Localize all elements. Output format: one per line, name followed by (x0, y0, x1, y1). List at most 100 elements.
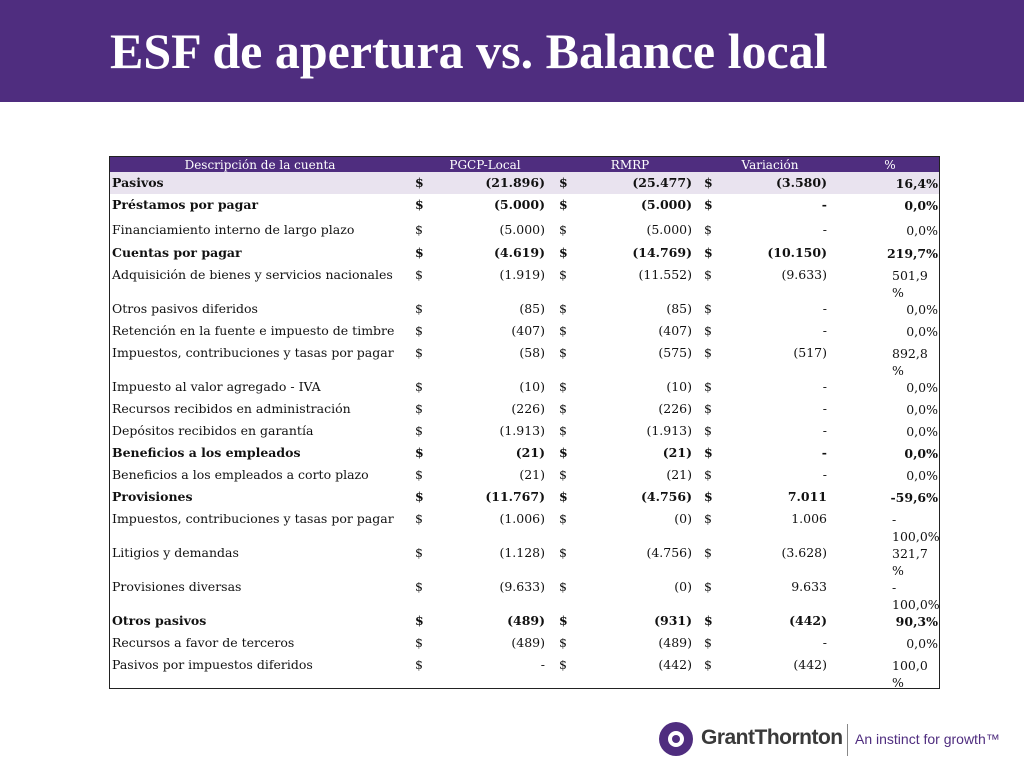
table-row: Recursos a favor de terceros $ (489) $ (489)… (110, 632, 939, 654)
variation-percent: 0,0% (906, 468, 938, 483)
variation-currency: $ (704, 323, 712, 338)
table-row: Beneficios a los empleados $ (21) $ (21) $ - 0,… (110, 442, 939, 464)
table-header: Descripción de la cuenta PGCP-Local RMRP… (110, 157, 939, 172)
rmrp-value: (931) (654, 613, 692, 628)
table-row: Préstamos por pagar $ (5.000) $ (5.000) $ - 0,0… (110, 194, 939, 219)
rmrp-value: (5.000) (641, 197, 692, 212)
variation-percent: 0,0% (906, 402, 938, 417)
variation-percent: 0,0% (906, 302, 938, 317)
table-row: Pasivos por impuestos diferidos $ - $ (442) $… (110, 654, 939, 690)
variation-currency: $ (704, 657, 712, 672)
pgcp-currency: $ (415, 467, 423, 482)
variation-value: (3.580) (776, 175, 827, 190)
pgcp-currency: $ (415, 379, 423, 394)
rmrp-currency: $ (559, 545, 567, 560)
header-rmrp: RMRP (610, 158, 650, 172)
pgcp-currency: $ (415, 401, 423, 416)
variation-currency: $ (704, 222, 712, 237)
pgcp-currency: $ (415, 489, 424, 504)
pgcp-currency: $ (415, 345, 423, 360)
pgcp-currency: $ (415, 635, 423, 650)
pgcp-currency: $ (415, 301, 423, 316)
rmrp-value: (407) (658, 323, 692, 338)
table-row: Otros pasivos $ (489) $ (931) $ (442) 90,3% (110, 610, 939, 632)
variation-currency: $ (704, 445, 713, 460)
row-description: Otros pasivos (112, 613, 207, 628)
variation-value: (9.633) (781, 267, 827, 282)
rmrp-currency: $ (559, 301, 567, 316)
pgcp-currency: $ (415, 175, 424, 190)
pgcp-currency: $ (415, 545, 423, 560)
rmrp-value: (1.913) (646, 423, 692, 438)
variation-percent: 90,3% (895, 614, 938, 629)
table-row: Beneficios a los empleados a corto plazo… (110, 464, 939, 486)
row-description: Depósitos recibidos en garantía (112, 423, 314, 438)
variation-currency: $ (704, 635, 712, 650)
variation-currency: $ (704, 401, 712, 416)
brand-separator (847, 724, 848, 756)
table-row: Adquisición de bienes y servicios nacion… (110, 264, 939, 300)
variation-value: (3.628) (781, 545, 827, 560)
brand-name: GrantThornton (701, 726, 843, 749)
variation-value: - (822, 401, 827, 416)
header-pgcp: PGCP-Local (449, 158, 521, 172)
rmrp-currency: $ (559, 245, 568, 260)
variation-percent: 0,0% (906, 636, 938, 651)
row-description: Beneficios a los empleados (112, 445, 301, 460)
row-description: Provisiones (112, 489, 193, 504)
rmrp-value: (14.769) (632, 245, 692, 260)
header-variation: Variación (741, 158, 799, 172)
variation-percent: 100,0 % (892, 658, 928, 690)
pgcp-currency: $ (415, 445, 424, 460)
variation-currency: $ (704, 379, 712, 394)
rmrp-value: (21) (666, 467, 692, 482)
rmrp-currency: $ (559, 579, 567, 594)
row-description: Cuentas por pagar (112, 245, 242, 260)
footer-branding: GrantThornton An instinct for growth™ (659, 718, 1019, 758)
variation-value: - (822, 635, 827, 650)
rmrp-currency: $ (559, 445, 568, 460)
rmrp-currency: $ (559, 379, 567, 394)
table-row: Financiamiento interno de largo plazo $ (5… (110, 219, 939, 242)
row-description: Recursos a favor de terceros (112, 635, 295, 650)
pgcp-value: (21) (515, 445, 545, 460)
variation-percent: 892,8 % (892, 346, 928, 378)
rmrp-value: (5.000) (646, 222, 692, 237)
pgcp-value: (226) (511, 401, 545, 416)
rmrp-currency: $ (559, 345, 567, 360)
table-row: Retención en la fuente e impuesto de tim… (110, 320, 939, 342)
rmrp-value: (11.552) (638, 267, 693, 282)
rmrp-value: (4.756) (646, 545, 692, 560)
variation-currency: $ (704, 301, 712, 316)
rmrp-value: (4.756) (641, 489, 692, 504)
rmrp-currency: $ (559, 222, 567, 237)
variation-value: - (822, 423, 827, 438)
pgcp-value: (11.767) (485, 489, 545, 504)
rmrp-currency: $ (559, 267, 567, 282)
rmrp-value: (85) (666, 301, 692, 316)
row-description: Financiamiento interno de largo plazo (112, 222, 355, 237)
pgcp-value: (10) (519, 379, 545, 394)
pgcp-value: (5.000) (499, 222, 545, 237)
table-row: Pasivos $ (21.896) $ (25.477) $ (3.580) 16,4% (110, 172, 939, 194)
row-description: Litigios y demandas (112, 545, 239, 560)
pgcp-currency: $ (415, 511, 423, 526)
row-description: Retención en la fuente e impuesto de tim… (112, 323, 395, 338)
table-row: Cuentas por pagar $ (4.619) $ (14.769) $ (10.1… (110, 242, 939, 264)
row-description: Impuesto al valor agregado - IVA (112, 379, 321, 394)
rmrp-value: (25.477) (632, 175, 692, 190)
rmrp-currency: $ (559, 511, 567, 526)
slide-title: ESF de apertura vs. Balance local (110, 23, 828, 79)
table-row: Impuesto al valor agregado - IVA $ (10) $ (1… (110, 376, 939, 398)
pgcp-value: (58) (519, 345, 545, 360)
variation-value: 7.011 (787, 489, 827, 504)
variation-percent: 219,7% (886, 246, 938, 261)
variation-percent: - 100,0% (892, 512, 940, 544)
table-row: Recursos recibidos en administración $ (22… (110, 398, 939, 420)
table-body: Pasivos $ (21.896) $ (25.477) $ (3.580) 16,4% Pr… (110, 172, 940, 690)
balance-table: Descripción de la cuenta PGCP-Local RMRP… (109, 156, 940, 690)
pgcp-value: (1.919) (499, 267, 545, 282)
variation-currency: $ (704, 613, 713, 628)
row-description: Provisiones diversas (112, 579, 242, 594)
variation-percent: 0,0% (906, 324, 938, 339)
